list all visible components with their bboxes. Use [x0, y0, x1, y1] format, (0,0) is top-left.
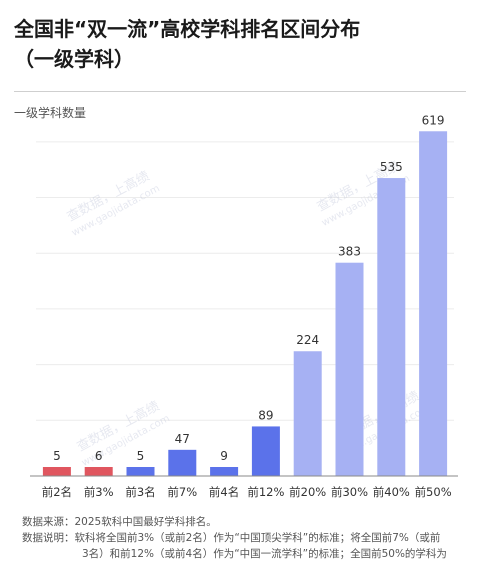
chart-title: 全国非“双一流”高校学科排名区间分布 （一级学科）: [14, 14, 466, 74]
bar-前12%: [251, 426, 280, 476]
data-label-前7%: 47: [175, 432, 190, 446]
bar-前40%: [377, 178, 406, 477]
note-explanation-cont-text: 3名）和前12%（或前4名）作为“中国一流学科”的标准；全国前50%的学科为: [82, 548, 447, 560]
x-tick-前12%: 前12%: [247, 485, 284, 499]
data-label-前2名: 5: [53, 449, 61, 463]
note-explanation-text: 软科将全国前3%（或前2名）作为“中国顶尖学科”的标准；将全国前7%（或前: [74, 532, 441, 544]
note-explanation-cont: 3名）和前12%（或前4名）作为“中国一流学科”的标准；全国前50%的学科为: [82, 546, 447, 561]
title-divider: [14, 91, 466, 92]
note-source-key: 数据来源：: [22, 516, 75, 528]
x-tick-前50%: 前50%: [415, 485, 452, 499]
title-line-1: 全国非“双一流”高校学科排名区间分布: [14, 17, 361, 41]
data-label-前4名: 9: [220, 449, 228, 463]
title-line-2: （一级学科）: [14, 47, 134, 71]
bar-前50%: [419, 131, 448, 476]
note-source: 数据来源：2025软科中国最好学科排名。: [22, 514, 217, 529]
note-source-text: 2025软科中国最好学科排名。: [74, 516, 217, 528]
bar-前3名: [126, 467, 155, 476]
bar-前7%: [168, 449, 197, 476]
data-label-前12%: 89: [258, 408, 273, 422]
note-explanation: 数据说明：软科将全国前3%（或前2名）作为“中国顶尖学科”的标准；将全国前7%（…: [22, 530, 440, 545]
y-axis-label: 一级学科数量: [14, 106, 87, 120]
bar-前20%: [293, 351, 322, 476]
x-tick-前3%: 前3%: [84, 485, 114, 499]
data-label-前3名: 5: [137, 449, 145, 463]
x-tick-前40%: 前40%: [373, 485, 410, 499]
x-tick-前3名: 前3名: [125, 485, 155, 499]
data-label-前50%: 619: [422, 113, 445, 127]
note-explanation-key: 数据说明：: [22, 532, 75, 544]
x-tick-前30%: 前30%: [331, 485, 368, 499]
x-tick-前2名: 前2名: [42, 485, 72, 499]
bar-前2名: [42, 467, 71, 476]
bar-前4名: [210, 467, 239, 476]
data-label-前40%: 535: [380, 160, 403, 174]
bar-前30%: [335, 262, 364, 476]
data-label-前30%: 383: [338, 245, 361, 259]
data-label-前20%: 224: [296, 333, 319, 347]
x-tick-前4名: 前4名: [209, 485, 239, 499]
x-tick-前7%: 前7%: [167, 485, 197, 499]
bar-前3%: [84, 467, 113, 476]
data-label-前3%: 6: [95, 449, 103, 463]
x-tick-前20%: 前20%: [289, 485, 326, 499]
